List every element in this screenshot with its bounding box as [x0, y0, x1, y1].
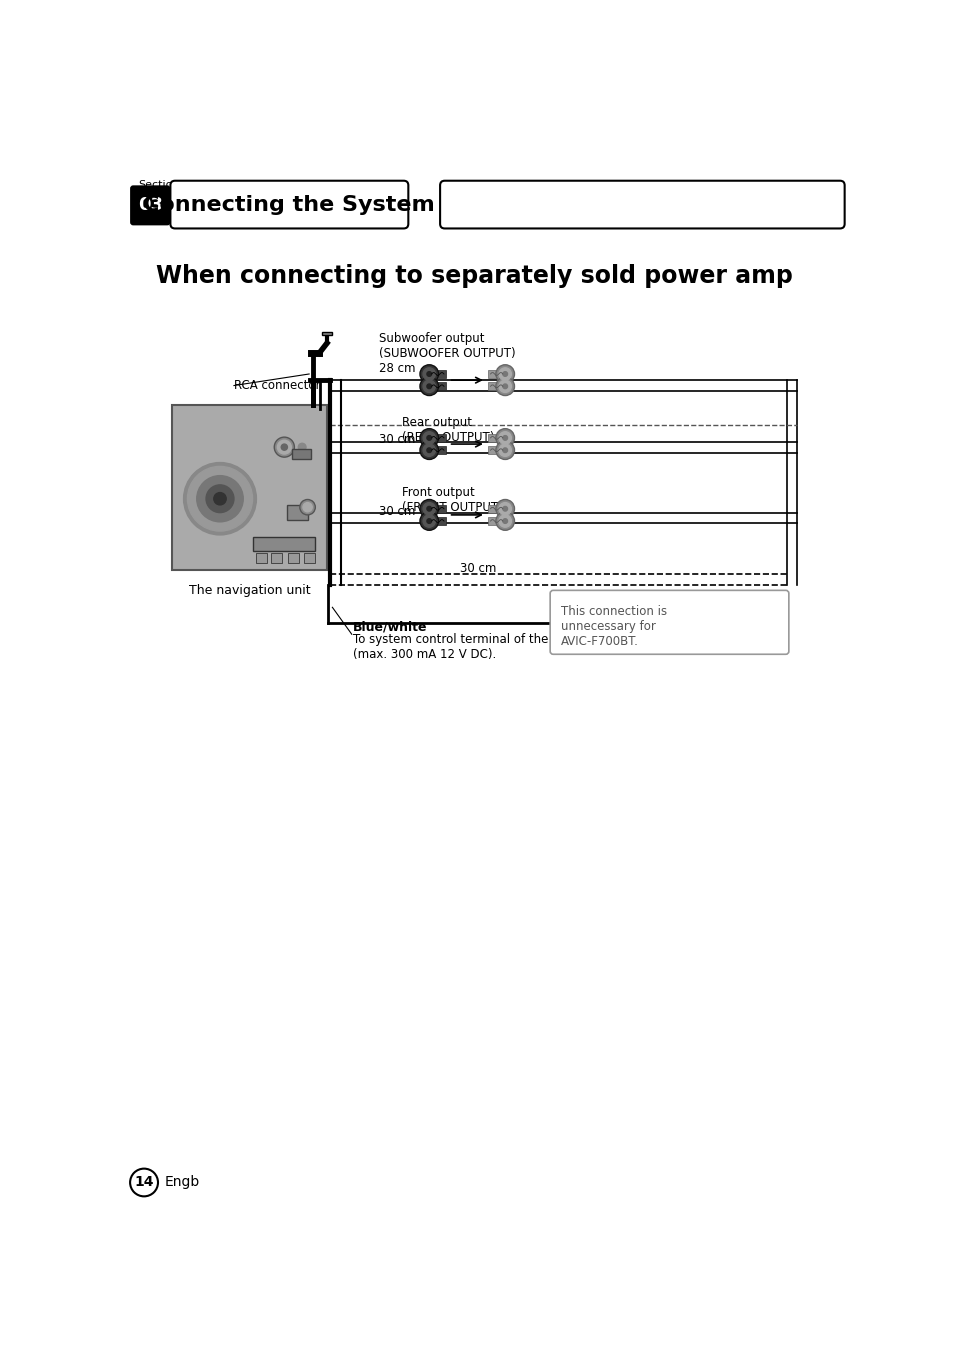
Text: 30 cm: 30 cm [459, 561, 497, 575]
Circle shape [427, 384, 431, 388]
Circle shape [298, 443, 306, 452]
Circle shape [130, 1168, 158, 1197]
Circle shape [502, 435, 507, 441]
Bar [292, 449, 311, 458]
Text: Front output
(FRONT OUTPUT): Front output (FRONT OUTPUT) [402, 485, 502, 514]
Bar [271, 553, 282, 562]
Text: This connection is
unnecessary for
AVIC-F700BT.: This connection is unnecessary for AVIC-… [560, 604, 666, 648]
Bar [429, 504, 446, 512]
Circle shape [496, 441, 514, 460]
Text: When connecting to separately sold power amp: When connecting to separately sold power… [156, 264, 793, 288]
Circle shape [496, 499, 514, 518]
Circle shape [427, 435, 431, 441]
Circle shape [498, 443, 511, 457]
Bar [288, 553, 298, 562]
Bar [255, 553, 266, 562]
Bar [286, 504, 308, 521]
Circle shape [422, 515, 435, 527]
Bar [172, 404, 327, 571]
Circle shape [281, 443, 287, 450]
Bar [488, 434, 505, 442]
Circle shape [498, 503, 511, 515]
Circle shape [183, 462, 256, 535]
Circle shape [419, 429, 438, 448]
Circle shape [422, 503, 435, 515]
Text: 30 cm: 30 cm [378, 504, 415, 518]
Text: Blue/white: Blue/white [353, 621, 427, 633]
Circle shape [422, 443, 435, 457]
Circle shape [299, 499, 315, 515]
Bar [488, 518, 505, 525]
Circle shape [502, 448, 507, 453]
Circle shape [187, 466, 253, 531]
Bar [322, 331, 332, 335]
Circle shape [277, 441, 291, 454]
Circle shape [427, 507, 431, 511]
Circle shape [419, 377, 438, 396]
FancyBboxPatch shape [171, 181, 408, 228]
Circle shape [196, 476, 243, 522]
Circle shape [498, 368, 511, 380]
Circle shape [422, 380, 435, 392]
FancyBboxPatch shape [130, 185, 171, 226]
Bar [429, 370, 446, 377]
Circle shape [498, 380, 511, 392]
Circle shape [502, 372, 507, 376]
Text: Subwoofer output
(SUBWOOFER OUTPUT): Subwoofer output (SUBWOOFER OUTPUT) [378, 331, 515, 360]
Circle shape [496, 365, 514, 383]
Text: Section: Section [137, 180, 179, 191]
Bar [253, 537, 315, 552]
Bar [429, 446, 446, 454]
FancyBboxPatch shape [439, 181, 843, 228]
Text: 30 cm: 30 cm [378, 433, 415, 446]
Circle shape [422, 368, 435, 380]
Circle shape [419, 441, 438, 460]
Text: 03: 03 [137, 196, 163, 215]
Circle shape [213, 492, 226, 504]
FancyBboxPatch shape [550, 591, 788, 654]
Circle shape [419, 365, 438, 383]
Text: To system control terminal of the power amp
(max. 300 mA 12 V DC).: To system control terminal of the power … [353, 634, 618, 661]
Bar [429, 518, 446, 525]
Circle shape [427, 519, 431, 523]
Bar [488, 504, 505, 512]
Circle shape [427, 448, 431, 453]
Circle shape [496, 429, 514, 448]
Bar [429, 383, 446, 391]
Text: RCA connector: RCA connector [233, 379, 320, 392]
Circle shape [502, 519, 507, 523]
Text: Rear output
(REAR OUTPUT): Rear output (REAR OUTPUT) [402, 416, 494, 445]
Circle shape [303, 503, 312, 512]
Bar [488, 383, 505, 391]
Bar [429, 434, 446, 442]
Text: Engb: Engb [164, 1175, 199, 1190]
Bar [488, 370, 505, 377]
Circle shape [274, 437, 294, 457]
Circle shape [496, 377, 514, 396]
Text: 28 cm: 28 cm [378, 362, 415, 375]
Bar [488, 446, 505, 454]
Text: Connecting the System: Connecting the System [143, 195, 435, 215]
Circle shape [427, 372, 431, 376]
Circle shape [498, 431, 511, 443]
Text: The navigation unit: The navigation unit [189, 584, 310, 598]
Bar [323, 329, 330, 333]
Circle shape [502, 507, 507, 511]
Circle shape [502, 384, 507, 388]
Circle shape [419, 512, 438, 530]
Text: 14: 14 [134, 1175, 153, 1190]
Circle shape [496, 512, 514, 530]
Circle shape [206, 485, 233, 512]
Bar [303, 553, 314, 562]
Circle shape [422, 431, 435, 443]
Circle shape [498, 515, 511, 527]
Circle shape [419, 499, 438, 518]
